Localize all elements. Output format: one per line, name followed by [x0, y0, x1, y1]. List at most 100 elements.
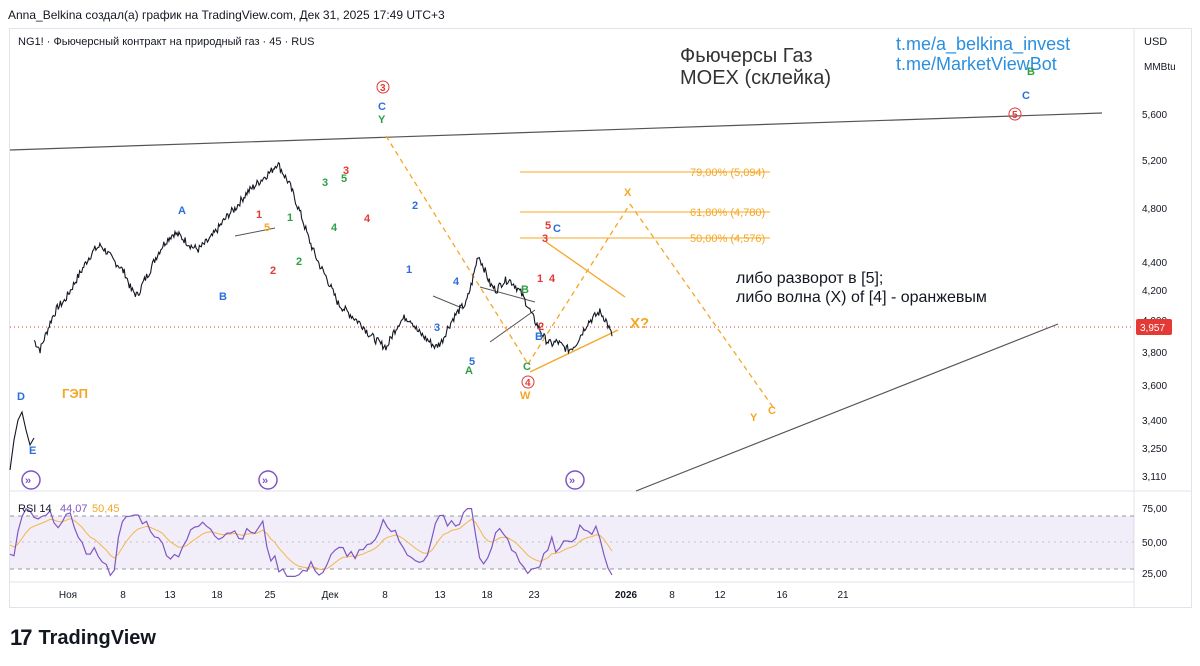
note-x-question: X?	[630, 315, 649, 332]
wave-label-cg: C	[523, 361, 531, 373]
x-tick-label: 8	[382, 590, 388, 601]
wave-circle-3	[376, 80, 390, 94]
tradingview-logo[interactable]: 17 TradingView	[10, 624, 156, 652]
wave-label-3r: 3	[343, 165, 349, 177]
orange-projection-1	[385, 135, 529, 365]
wave-label-c2: C	[553, 223, 561, 235]
x-tick-label: 23	[528, 590, 540, 601]
note-reversal: либо разворот в [5];	[736, 270, 883, 287]
wave-label-y: Y	[378, 114, 386, 126]
wave-label-2r2: 2	[538, 321, 544, 333]
wave-label-5c: 5	[1012, 110, 1018, 121]
note-gap: ГЭП	[62, 386, 88, 401]
lower-trend-line	[635, 323, 1059, 492]
wave-label-e: E	[29, 445, 36, 457]
x-tick-label: Ноя	[59, 590, 77, 601]
rsi-tick-75: 75,00	[1142, 504, 1167, 515]
wave-circle-4	[521, 375, 535, 389]
wave-label-3r2: 3	[542, 233, 548, 245]
wave-label-bg: B	[521, 284, 529, 296]
wave-label-4r: 4	[364, 213, 371, 225]
wave-label-5r: 5	[545, 220, 551, 232]
wave-label-4b: 4	[453, 276, 460, 288]
wave-label-d: D	[17, 391, 25, 403]
event-icon-1[interactable]: »	[21, 470, 41, 490]
chart-title-1: Фьючерсы Газ	[680, 45, 813, 67]
note-wave-x: либо волна (X) of [4] - оранжевым	[736, 289, 987, 306]
rsi-value: 44,07	[60, 503, 88, 515]
wave-label-4r2: 4	[549, 273, 556, 285]
fib-label-50: 50,00% (4,576)	[690, 233, 765, 245]
wave-label-1g: 1	[287, 212, 293, 224]
attribution-text: Anna_Belkina создал(а) график на Trading…	[8, 8, 445, 22]
x-tick-label: 25	[264, 590, 276, 601]
axis-unit: MMBtu	[1144, 62, 1176, 73]
wave-label-bb: B	[535, 331, 543, 343]
x-tick-label: 18	[481, 590, 493, 601]
x-tick-label: 16	[776, 590, 788, 601]
wave-label-w: W	[520, 390, 531, 402]
rsi-title: RSI 14	[18, 503, 52, 515]
wave-label-x: X	[624, 187, 632, 199]
wave-label-ag: A	[465, 365, 473, 377]
symbol-line: NG1! · Фьючерсный контракт на природный …	[18, 36, 315, 48]
x-tick-label: 12	[714, 590, 726, 601]
x-tick-label: 13	[434, 590, 446, 601]
rsi-series	[9, 507, 613, 578]
x-tick-label: 8	[669, 590, 675, 601]
wave-circle-5	[1008, 107, 1022, 121]
price-series-left	[9, 410, 35, 471]
chart-frame[interactable]	[9, 28, 1192, 608]
axis-currency: USD	[1144, 36, 1167, 48]
wave-label-2b: 2	[412, 200, 418, 212]
wave-label-1r: 1	[256, 209, 262, 221]
wave-label-3c: 3	[380, 83, 386, 94]
wave-label-a: A	[178, 205, 186, 217]
tradingview-mark-icon: 17	[10, 625, 33, 650]
event-icon-3[interactable]: »	[565, 470, 585, 490]
attribution-bar: Anna_Belkina создал(а) график на Trading…	[0, 0, 1200, 28]
triangle-line-top	[479, 286, 536, 303]
svg-text:»: »	[262, 475, 268, 487]
chart-title-2: MOEX (склейка)	[680, 67, 831, 89]
wave-label-c3: C	[1022, 90, 1030, 102]
wave-label-2r: 2	[270, 265, 276, 277]
rsi-tick-50: 50,00	[1142, 538, 1167, 549]
event-icon-2[interactable]: »	[258, 470, 278, 490]
y-tick-label: 3,400	[1142, 416, 1167, 427]
y-tick-label: 4,800	[1142, 204, 1167, 215]
rsi-ma-value: 50,45	[92, 503, 120, 515]
x-tick-label: 2026	[615, 590, 638, 601]
wave-label-yo: Y	[750, 412, 758, 424]
wave-label-4c: 4	[525, 378, 531, 389]
price-series	[33, 161, 613, 355]
rsi-tick-25: 25,00	[1142, 569, 1167, 580]
svg-text:3,957: 3,957	[1140, 323, 1165, 334]
wave-label-c1: C	[378, 101, 386, 113]
wave-label-5o: 5	[264, 222, 270, 234]
svg-text:»: »	[25, 475, 31, 487]
y-tick-label: 5,200	[1142, 156, 1167, 167]
small-trend-line-2	[432, 295, 463, 309]
wave-label-3g: 3	[322, 177, 328, 189]
x-tick-label: 13	[164, 590, 176, 601]
fib-label-618: 61,80% (4,780)	[690, 207, 765, 219]
wave-label-1b: 1	[406, 264, 412, 276]
svg-text:»: »	[569, 475, 575, 487]
y-tick-label: 4,200	[1142, 286, 1167, 297]
wave-label-5b: 5	[469, 356, 475, 368]
x-tick-label: Дек	[322, 590, 339, 601]
orange-channel-top	[545, 241, 626, 298]
wave-label-5g: 5	[341, 173, 347, 185]
wave-label-2g: 2	[296, 256, 302, 268]
y-tick-label: 5,600	[1142, 110, 1167, 121]
link-2[interactable]: t.me/MarketViewBot	[896, 54, 1057, 74]
x-tick-label: 8	[120, 590, 126, 601]
wave-label-4g: 4	[331, 222, 338, 234]
triangle-line-bottom	[489, 309, 536, 343]
y-tick-label: 3,800	[1142, 348, 1167, 359]
x-tick-label: 18	[211, 590, 223, 601]
x-tick-label: 21	[837, 590, 849, 601]
link-1[interactable]: t.me/a_belkina_invest	[896, 34, 1070, 55]
